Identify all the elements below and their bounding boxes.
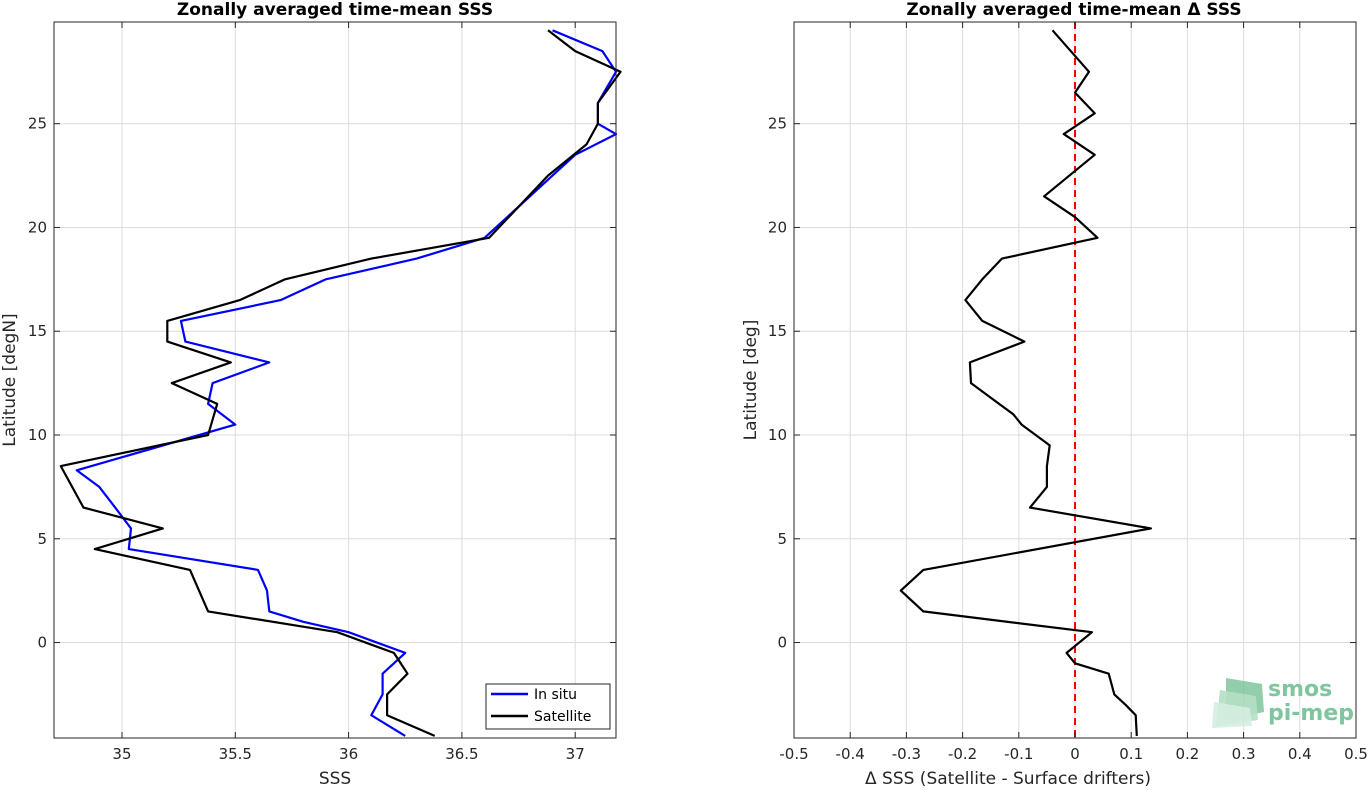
logo-text-smos: smos	[1268, 677, 1332, 702]
right-series-layer	[899, 22, 1153, 738]
legend-label-in-situ: In situ	[534, 687, 577, 703]
left-y-tick-label: 15	[28, 322, 47, 340]
logo-text-pi-mep: pi-mep	[1268, 701, 1354, 726]
right-y-tick-label: 15	[768, 322, 787, 340]
legend-label-satellite: Satellite	[534, 709, 591, 725]
left-series-line-in-situ	[75, 29, 618, 737]
right-x-tick-label: -0.4	[836, 745, 865, 763]
right-y-tick-label: 0	[777, 634, 787, 652]
left-panel-sss: 35 35.5 36 36.5 37 0 5 10 15 20 25 Zonally averag…	[0, 0, 622, 789]
right-y-tick-label: 5	[777, 530, 787, 548]
left-y-tick-label: 10	[28, 426, 47, 444]
right-x-tick-label: 0.5	[1344, 745, 1368, 763]
smos-pi-mep-logo: smos pi-mep	[1212, 677, 1354, 728]
right-x-tick-label: 0.1	[1119, 745, 1143, 763]
left-series-line-satellite	[59, 29, 622, 737]
left-grid	[54, 22, 616, 738]
left-x-tick-label: 35	[112, 745, 131, 763]
right-x-tick-label: -0.5	[779, 745, 808, 763]
right-x-tick-label: 0.3	[1232, 745, 1256, 763]
left-y-tick-label: 20	[28, 218, 47, 236]
left-series-layer	[59, 29, 622, 737]
right-x-axis-label: Δ SSS (Satellite - Surface drifters)	[865, 769, 1151, 789]
right-x-tick-label: -0.3	[892, 745, 921, 763]
legend-box	[485, 683, 611, 730]
left-y-tick-label: 0	[37, 634, 47, 652]
left-x-tick-label: 36.5	[445, 745, 478, 763]
right-x-tick-label: -0.1	[1004, 745, 1033, 763]
right-chart-title: Zonally averaged time-mean Δ SSS	[906, 0, 1241, 20]
right-y-tick-label: 25	[768, 115, 787, 133]
right-x-tick-label: 0.2	[1175, 745, 1199, 763]
left-x-tick-label: 37	[566, 745, 585, 763]
left-x-axis-label: SSS	[319, 769, 351, 789]
right-x-tick-label: 0.4	[1288, 745, 1312, 763]
left-x-tick-label: 36	[339, 745, 358, 763]
right-x-tick-label: -0.2	[948, 745, 977, 763]
left-ytick-layer: 0 5 10 15 20 25	[28, 115, 616, 652]
right-y-tick-label: 20	[768, 218, 787, 236]
right-y-tick-label: 10	[768, 426, 787, 444]
left-axes-box	[53, 21, 617, 739]
right-xtick-layer: -0.5 -0.4 -0.3 -0.2 -0.1 0 0.1 0.2 0.3 0.4 0.5	[779, 22, 1368, 763]
left-xtick-layer: 35 35.5 36 36.5 37	[112, 22, 585, 763]
legend: In situ Satellite	[485, 683, 611, 730]
right-x-tick-label: 0	[1070, 745, 1080, 763]
left-y-tick-label: 25	[28, 115, 47, 133]
left-x-tick-label: 35.5	[219, 745, 252, 763]
left-y-tick-label: 5	[37, 530, 47, 548]
right-grid	[794, 22, 1356, 738]
left-chart-title: Zonally averaged time-mean SSS	[177, 0, 493, 20]
left-plot-area	[54, 22, 616, 738]
right-panel-delta-sss: -0.5 -0.4 -0.3 -0.2 -0.1 0 0.1 0.2 0.3 0.4 0.5 0 5 1…	[741, 0, 1368, 789]
left-y-axis-label: Latitude [degN]	[0, 313, 20, 446]
logo-mark-icon	[1212, 678, 1264, 728]
right-y-axis-label: Latitude [deg]	[741, 320, 761, 441]
right-ytick-layer: 0 5 10 15 20 25	[768, 115, 1356, 652]
right-series-line-delta-sss	[899, 29, 1153, 736]
